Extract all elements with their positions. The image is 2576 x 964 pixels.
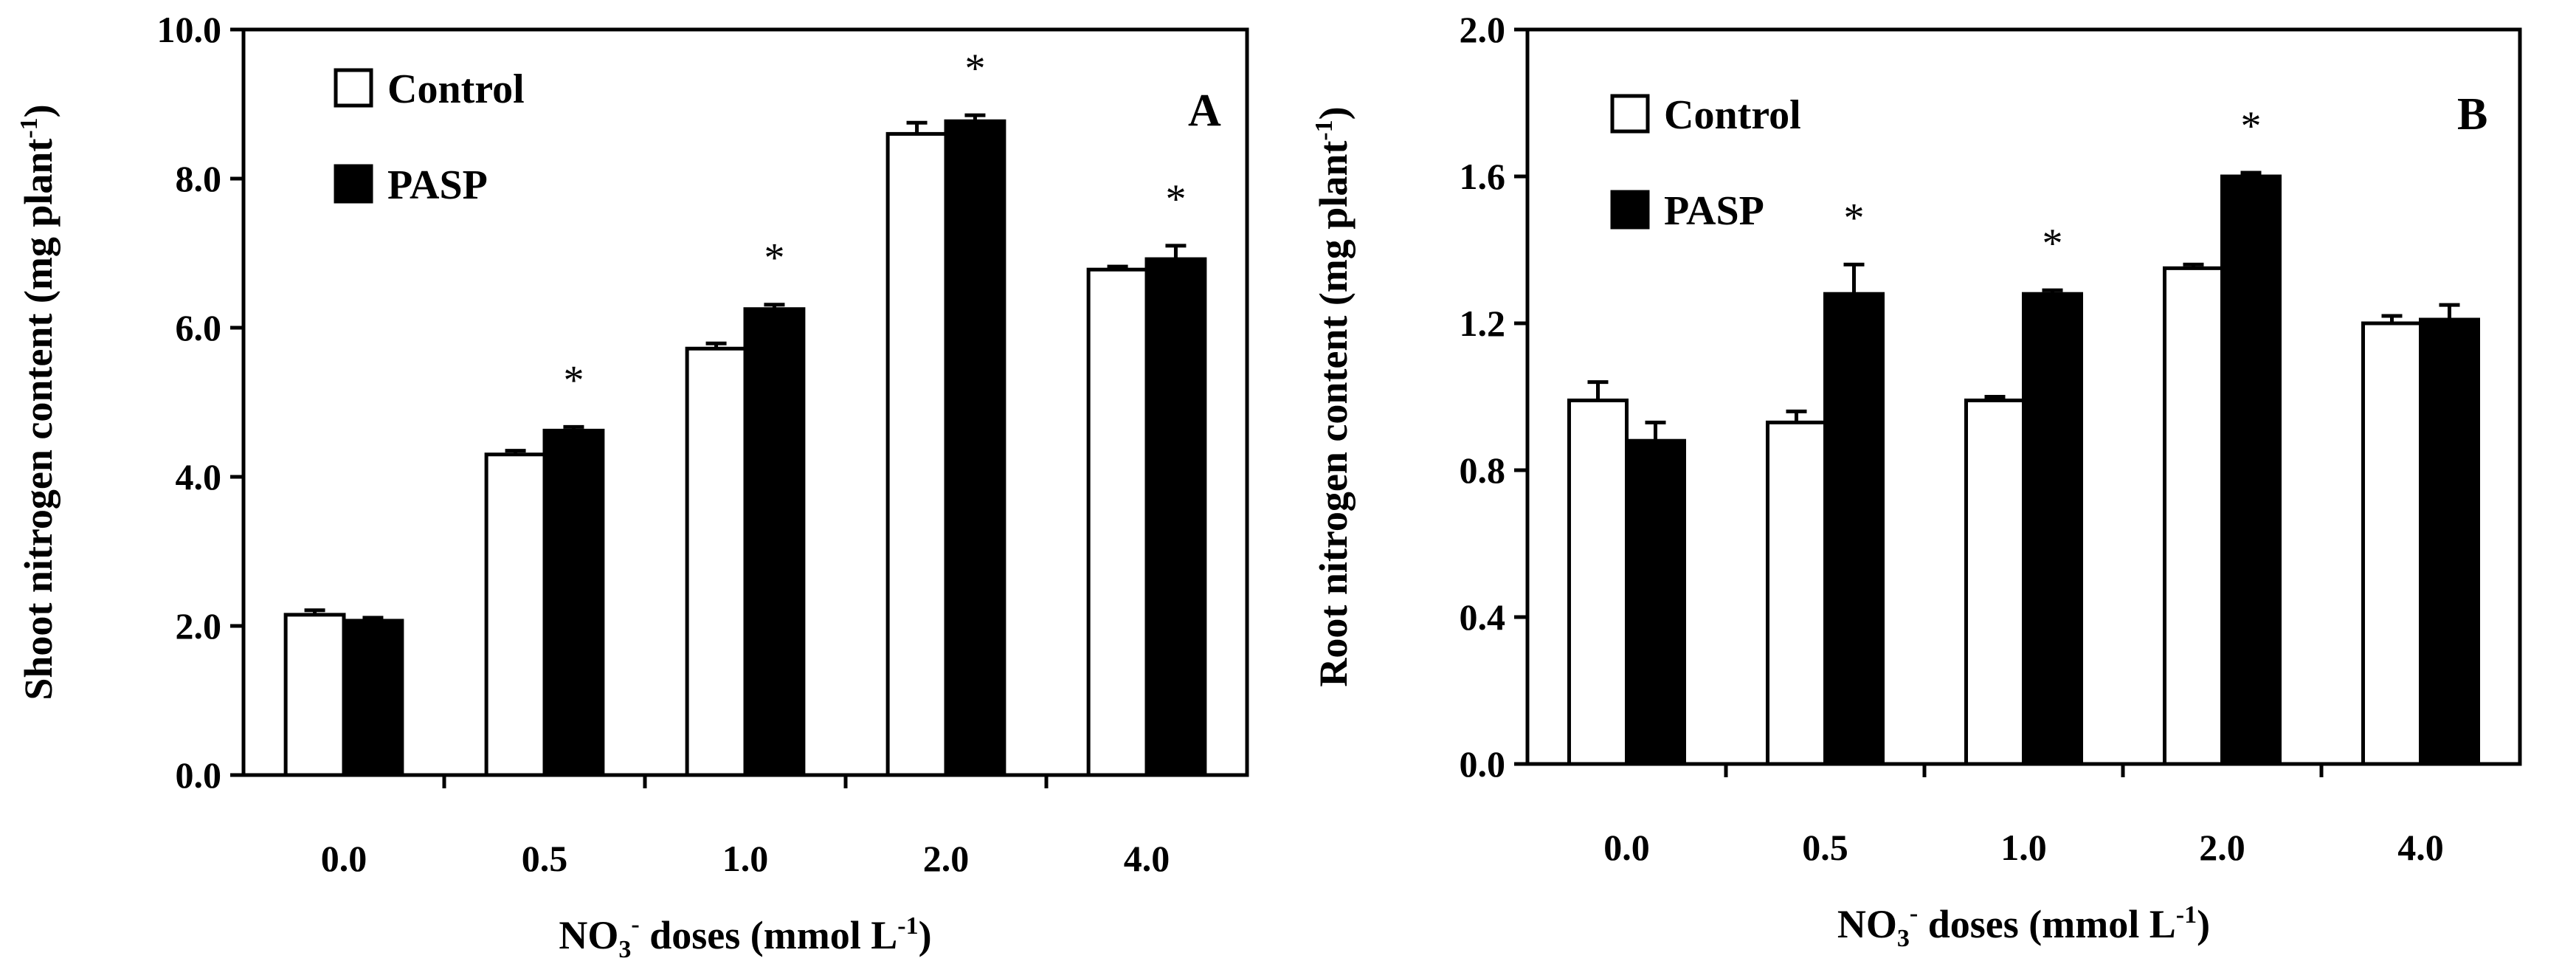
legend-label-control: Control xyxy=(1664,92,1801,138)
panel-b-y-axis-title: Root nitrogen content (mg plant-1) xyxy=(1311,106,1356,686)
y-tick-label: 0.4 xyxy=(1460,596,1506,638)
significance-asterisk: * xyxy=(1844,195,1865,241)
panel-b-label: B xyxy=(2457,89,2487,140)
bar-pasp-4.0 xyxy=(2419,317,2481,766)
bar-pasp-0.0 xyxy=(1625,438,1687,766)
panel-b-y-tick-labels: 0.0 0.4 0.8 1.2 1.6 2.0 xyxy=(1460,9,1506,785)
y-tick-label: 10.0 xyxy=(157,9,222,50)
panel-a: * * * * 0.0 2.0 4.0 6.0 8.0 10.0 0.0 0.5 1.0 2.0 4.0… xyxy=(15,9,1249,963)
significance-asterisk: * xyxy=(2241,103,2262,149)
legend-label-control: Control xyxy=(387,66,525,112)
y-tick-label: 0.8 xyxy=(1460,450,1506,491)
x-tick-label: 1.0 xyxy=(722,838,769,879)
panel-a-label: A xyxy=(1188,86,1221,136)
legend-swatch-control xyxy=(334,68,373,108)
legend-swatch-pasp xyxy=(1610,190,1650,230)
significance-asterisk: * xyxy=(964,46,985,92)
panel-a-x-axis-title: NO3- doses (mmol L-1) xyxy=(559,911,931,960)
y-tick-label: 1.6 xyxy=(1460,156,1506,197)
bar-control-2.0 xyxy=(885,131,948,777)
panel-b-x-tick-labels: 0.0 0.5 1.0 2.0 4.0 xyxy=(1603,827,2444,868)
y-tick-label: 2.0 xyxy=(176,605,222,647)
panel-b-bars xyxy=(1567,174,2481,766)
bar-pasp-4.0 xyxy=(1144,257,1207,777)
panel-b: * * * 0.0 0.4 0.8 1.2 1.6 2.0 0.0 0.5 1.0 2.0 4.0 R… xyxy=(1311,9,2522,952)
bar-control-2.0 xyxy=(2162,266,2224,766)
bar-control-0.5 xyxy=(484,452,547,777)
significance-asterisk: * xyxy=(563,357,584,403)
y-tick-label: 4.0 xyxy=(176,456,222,498)
bar-pasp-2.0 xyxy=(2220,174,2282,766)
bar-control-4.0 xyxy=(1086,267,1149,777)
x-tick-label: 0.0 xyxy=(321,838,367,879)
bar-pasp-0.5 xyxy=(542,428,605,777)
bar-control-0.0 xyxy=(283,613,346,777)
x-tick-label: 0.5 xyxy=(522,838,568,879)
legend-swatch-pasp xyxy=(334,164,373,204)
bar-control-1.0 xyxy=(685,346,747,777)
bar-pasp-1.0 xyxy=(2022,292,2084,766)
panel-b-legend: Control PASP xyxy=(1610,92,1801,234)
x-tick-label: 2.0 xyxy=(923,838,970,879)
legend-label-pasp: PASP xyxy=(1664,188,1764,234)
x-tick-label: 0.0 xyxy=(1603,827,1650,868)
x-tick-label: 4.0 xyxy=(2397,827,2444,868)
panel-a-x-tick-labels: 0.0 0.5 1.0 2.0 4.0 xyxy=(321,838,1170,879)
x-tick-label: 1.0 xyxy=(2000,827,2047,868)
panel-a-significance: * * * * xyxy=(563,46,1186,403)
legend-label-pasp: PASP xyxy=(387,162,488,208)
panel-a-plot-frame xyxy=(241,27,1249,777)
bar-control-1.0 xyxy=(1964,398,2026,766)
y-tick-label: 0.0 xyxy=(176,754,222,796)
y-tick-label: 1.2 xyxy=(1460,303,1506,344)
bar-control-4.0 xyxy=(2361,321,2423,766)
x-tick-label: 4.0 xyxy=(1124,838,1170,879)
panel-a-y-axis-title: Shoot nitrogen content (mg plant-1) xyxy=(15,104,61,700)
panel-b-x-axis-title: NO3- doses (mmol L-1) xyxy=(1837,900,2210,952)
panel-a-legend: Control PASP xyxy=(334,66,525,208)
significance-asterisk: * xyxy=(2043,221,2063,266)
panel-b-significance: * * * xyxy=(1844,103,2262,266)
bar-pasp-0.0 xyxy=(342,619,404,777)
panel-b-ticks xyxy=(1514,27,2324,777)
y-tick-label: 6.0 xyxy=(176,307,222,348)
bar-pasp-0.5 xyxy=(1823,292,1885,766)
bar-control-0.0 xyxy=(1567,398,1629,766)
bar-control-0.5 xyxy=(1765,420,1827,766)
significance-asterisk: * xyxy=(1165,176,1186,222)
x-tick-label: 2.0 xyxy=(2199,827,2245,868)
panel-a-error-bars xyxy=(304,113,1187,621)
y-tick-label: 2.0 xyxy=(1460,9,1506,50)
significance-asterisk: * xyxy=(764,235,784,281)
y-tick-label: 0.0 xyxy=(1460,743,1506,785)
legend-swatch-control xyxy=(1610,94,1650,134)
panel-b-error-bars xyxy=(1587,171,2460,441)
panel-a-y-tick-labels: 0.0 2.0 4.0 6.0 8.0 10.0 xyxy=(157,9,222,796)
bar-pasp-2.0 xyxy=(944,119,1006,777)
x-tick-label: 0.5 xyxy=(1802,827,1848,868)
y-tick-label: 8.0 xyxy=(176,158,222,199)
panel-a-bars xyxy=(283,119,1207,777)
panel-a-ticks xyxy=(230,27,1049,788)
bar-pasp-1.0 xyxy=(743,307,806,777)
panel-b-plot-frame xyxy=(1525,27,2522,766)
